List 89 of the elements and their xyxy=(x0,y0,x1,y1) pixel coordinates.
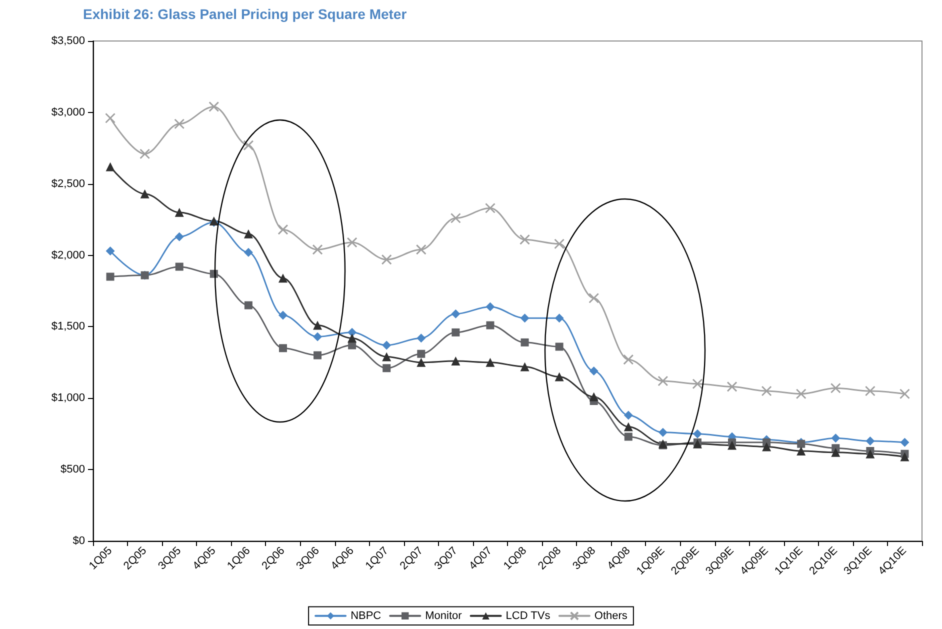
point xyxy=(416,358,426,367)
point xyxy=(313,332,322,342)
point xyxy=(452,328,460,336)
point xyxy=(417,350,426,358)
point xyxy=(555,342,564,351)
point xyxy=(762,442,772,452)
point xyxy=(106,272,114,281)
point xyxy=(312,244,323,255)
point xyxy=(726,381,738,392)
point xyxy=(243,140,254,151)
point xyxy=(554,372,564,382)
point xyxy=(451,356,460,366)
point xyxy=(381,254,392,265)
point xyxy=(416,244,426,255)
point xyxy=(244,248,253,257)
point xyxy=(175,262,184,271)
point xyxy=(486,358,495,367)
point xyxy=(554,314,564,323)
point xyxy=(382,352,392,362)
point xyxy=(866,436,875,446)
point xyxy=(484,202,496,214)
point xyxy=(520,362,530,372)
point xyxy=(831,434,840,443)
point xyxy=(728,440,737,450)
legend-label: Others xyxy=(594,610,628,622)
legend-label: LCD TVs xyxy=(506,610,551,622)
point xyxy=(140,148,150,160)
point xyxy=(864,386,876,396)
point xyxy=(658,428,668,437)
point xyxy=(278,310,288,320)
point xyxy=(589,366,598,376)
point xyxy=(624,422,633,432)
point xyxy=(520,234,530,245)
chart-title: Exhibit 26: Glass Panel Pricing per Square Meter xyxy=(83,6,408,22)
point xyxy=(244,301,252,310)
point xyxy=(486,302,495,312)
point xyxy=(796,446,806,456)
point xyxy=(624,432,632,441)
point xyxy=(761,386,772,396)
point xyxy=(451,309,460,318)
point xyxy=(174,208,184,217)
legend-label: NBPC xyxy=(350,610,382,622)
point xyxy=(830,382,841,394)
point xyxy=(278,224,288,235)
point xyxy=(588,292,600,304)
point xyxy=(796,388,806,400)
point xyxy=(382,340,392,350)
y-tick-label: $0 xyxy=(72,535,85,547)
y-tick-label: $1,500 xyxy=(51,320,85,333)
point xyxy=(900,452,910,462)
point xyxy=(106,246,115,256)
point xyxy=(866,449,875,458)
y-tick-label: $3,000 xyxy=(51,106,85,118)
y-tick-label: $2,500 xyxy=(51,178,85,190)
y-tick-label: $500 xyxy=(60,464,85,476)
point xyxy=(105,112,116,124)
point xyxy=(520,338,529,346)
point xyxy=(174,118,185,130)
point xyxy=(208,101,220,112)
point xyxy=(554,238,565,250)
point xyxy=(486,321,494,330)
y-tick-label: $1,000 xyxy=(51,392,85,404)
point xyxy=(416,334,426,343)
point xyxy=(106,162,115,172)
point xyxy=(899,388,910,400)
point xyxy=(278,274,288,283)
point xyxy=(244,229,253,238)
point xyxy=(589,392,598,402)
point xyxy=(520,314,530,323)
point xyxy=(278,344,287,352)
y-tick-label: $3,500 xyxy=(51,35,85,47)
point xyxy=(313,320,322,330)
y-tick-label: $2,000 xyxy=(51,249,85,262)
point xyxy=(623,354,634,365)
point xyxy=(314,351,322,360)
point xyxy=(346,237,358,248)
point xyxy=(692,429,702,438)
point xyxy=(348,334,357,343)
point xyxy=(348,328,357,337)
point xyxy=(624,410,633,420)
point xyxy=(900,438,910,447)
point xyxy=(140,189,150,198)
point xyxy=(382,364,391,372)
point xyxy=(692,378,703,390)
legend-label: Monitor xyxy=(425,610,462,622)
point xyxy=(831,448,840,457)
point xyxy=(174,232,184,242)
point xyxy=(450,212,461,224)
point xyxy=(658,376,668,386)
